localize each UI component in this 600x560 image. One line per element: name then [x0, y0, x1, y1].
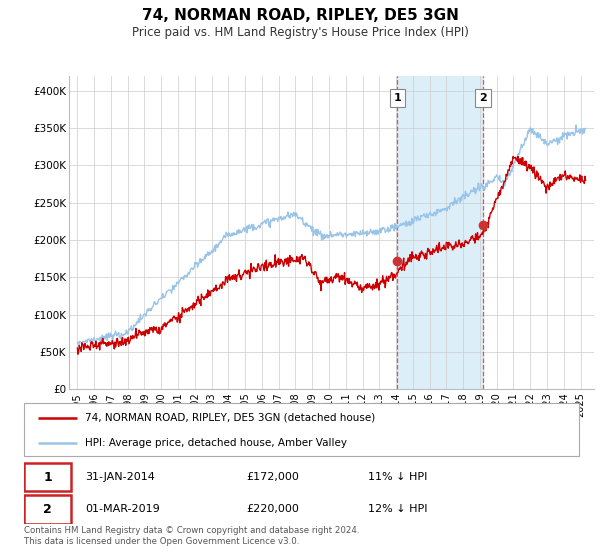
- Text: 74, NORMAN ROAD, RIPLEY, DE5 3GN: 74, NORMAN ROAD, RIPLEY, DE5 3GN: [142, 8, 458, 24]
- Text: £172,000: £172,000: [246, 472, 299, 482]
- FancyBboxPatch shape: [24, 463, 71, 492]
- FancyBboxPatch shape: [24, 495, 71, 524]
- Text: 31-JAN-2014: 31-JAN-2014: [85, 472, 155, 482]
- Text: £220,000: £220,000: [246, 505, 299, 515]
- Text: 2: 2: [43, 503, 52, 516]
- Text: 2: 2: [479, 93, 487, 103]
- Text: Contains HM Land Registry data © Crown copyright and database right 2024.
This d: Contains HM Land Registry data © Crown c…: [24, 526, 359, 546]
- Bar: [397, 76, 483, 389]
- Text: 74, NORMAN ROAD, RIPLEY, DE5 3GN (detached house): 74, NORMAN ROAD, RIPLEY, DE5 3GN (detach…: [85, 413, 376, 423]
- Text: 12% ↓ HPI: 12% ↓ HPI: [368, 505, 428, 515]
- Text: 11% ↓ HPI: 11% ↓ HPI: [368, 472, 427, 482]
- Text: Price paid vs. HM Land Registry's House Price Index (HPI): Price paid vs. HM Land Registry's House …: [131, 26, 469, 39]
- Text: HPI: Average price, detached house, Amber Valley: HPI: Average price, detached house, Ambe…: [85, 438, 347, 448]
- FancyBboxPatch shape: [24, 403, 579, 456]
- Text: 01-MAR-2019: 01-MAR-2019: [85, 505, 160, 515]
- Text: 1: 1: [394, 93, 401, 103]
- Text: 1: 1: [43, 471, 52, 484]
